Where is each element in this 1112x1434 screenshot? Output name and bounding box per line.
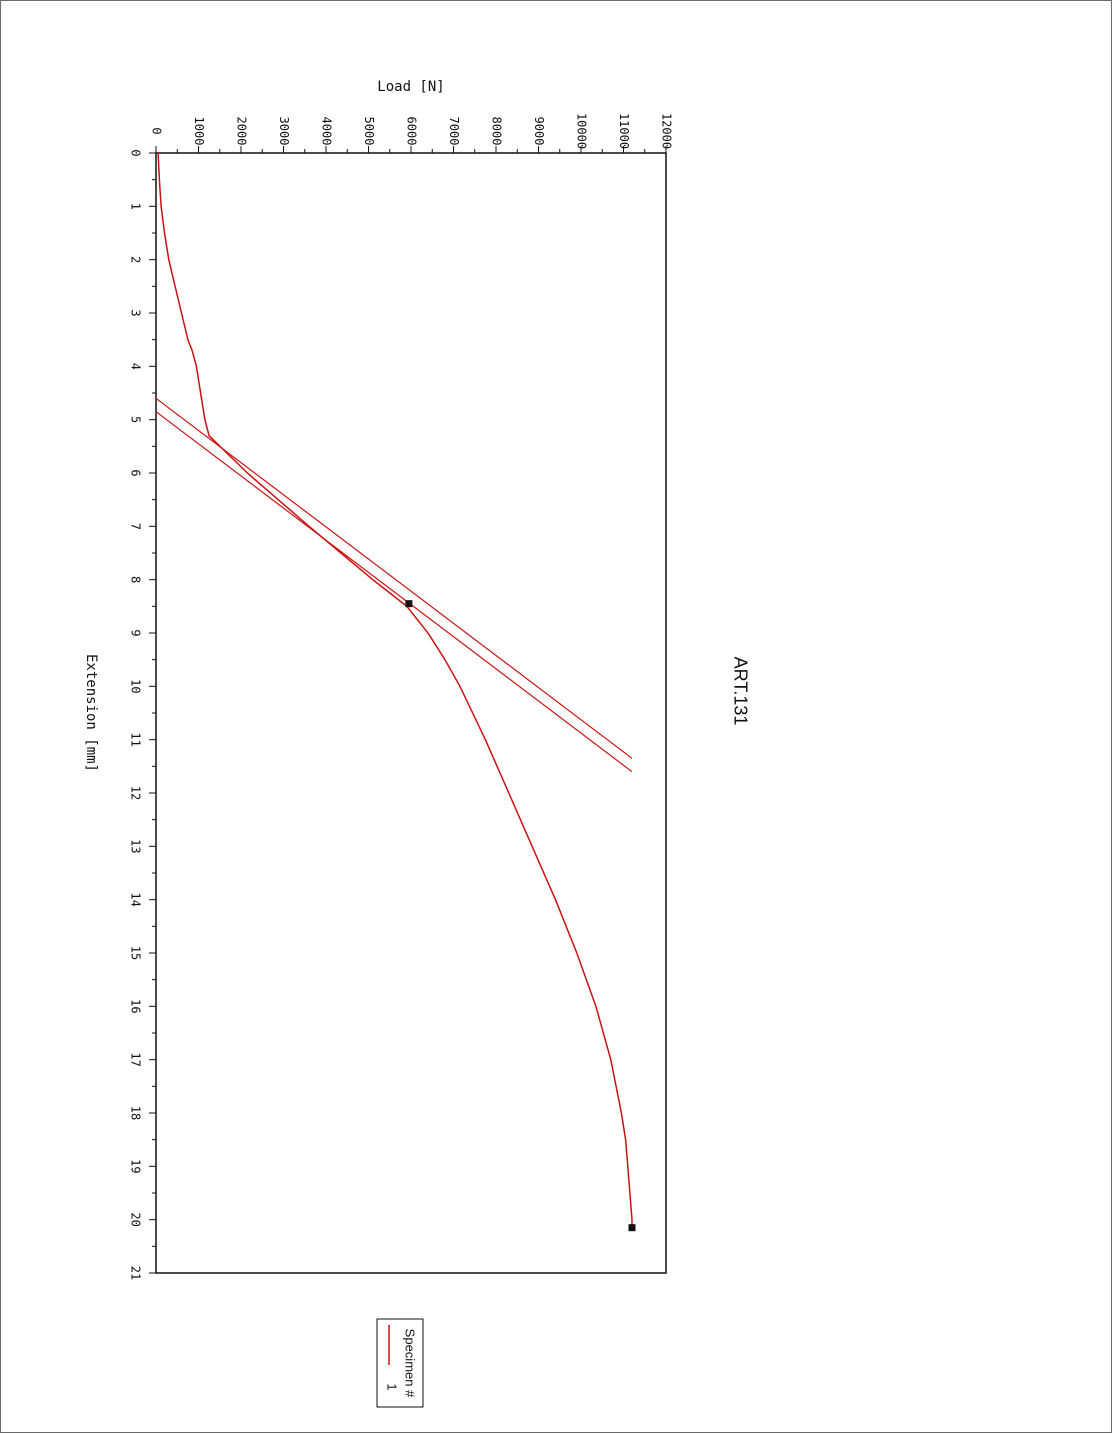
x-tick-label: 15 xyxy=(129,946,143,960)
legend-entry-label: 1 xyxy=(385,1383,400,1390)
x-tick-label: 12 xyxy=(129,786,143,800)
legend-title: Specimen # xyxy=(403,1329,418,1398)
x-tick-label: 4 xyxy=(129,363,143,370)
y-axis-title: Load [N] xyxy=(377,79,444,95)
chart-title: ART.131 xyxy=(730,657,750,726)
legend-box xyxy=(376,1318,424,1408)
y-tick-label: 2000 xyxy=(235,117,249,146)
x-tick-label: 13 xyxy=(129,839,143,853)
y-tick-label: 11000 xyxy=(617,113,631,149)
x-tick-label: 7 xyxy=(129,523,143,530)
x-tick-label: 21 xyxy=(129,1266,143,1280)
y-tick-label: 12000 xyxy=(660,113,674,149)
y-tick-label: 5000 xyxy=(362,117,376,146)
y-tick-label: 8000 xyxy=(490,117,504,146)
x-tick-label: 6 xyxy=(129,469,143,476)
fit-line xyxy=(155,411,633,773)
y-tick-label: 4000 xyxy=(320,117,334,146)
x-tick-label: 17 xyxy=(129,1052,143,1066)
x-tick-label: 11 xyxy=(129,732,143,746)
fit-line xyxy=(155,397,633,759)
data-marker xyxy=(405,600,413,608)
x-tick-label: 19 xyxy=(129,1159,143,1173)
x-tick-label: 16 xyxy=(129,999,143,1013)
x-tick-label: 20 xyxy=(129,1212,143,1226)
x-tick-label: 8 xyxy=(129,576,143,583)
x-tick-label: 3 xyxy=(129,309,143,316)
x-axis-title: Extension [mm] xyxy=(83,654,99,772)
x-tick-label: 10 xyxy=(129,679,143,693)
plot-frame xyxy=(155,152,667,1274)
y-tick-label: 10000 xyxy=(575,113,589,149)
x-tick-label: 18 xyxy=(129,1106,143,1120)
series-line-1 xyxy=(157,152,633,1225)
x-tick-label: 14 xyxy=(129,892,143,906)
data-marker xyxy=(628,1224,636,1232)
y-tick-label: 0 xyxy=(150,127,164,134)
x-tick-label: 2 xyxy=(129,256,143,263)
x-tick-label: 9 xyxy=(129,629,143,636)
y-tick-label: 3000 xyxy=(277,117,291,146)
y-tick-label: 6000 xyxy=(405,117,419,146)
y-tick-label: 7000 xyxy=(447,117,461,146)
y-tick-label: 1000 xyxy=(192,117,206,146)
x-tick-label: 5 xyxy=(129,416,143,423)
x-tick-label: 1 xyxy=(129,203,143,210)
x-tick-label: 0 xyxy=(129,149,143,156)
y-tick-label: 9000 xyxy=(532,117,546,146)
